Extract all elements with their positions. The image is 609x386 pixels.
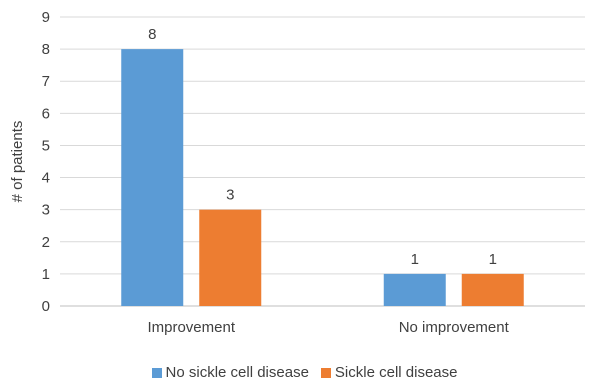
data-labels: 8 3 1 1 [148, 26, 497, 268]
legend-item-no-sickle: No sickle cell disease [151, 364, 309, 381]
y-tick-label: 5 [42, 137, 50, 154]
y-tick-label: 3 [42, 202, 50, 219]
y-tick-label: 6 [42, 105, 50, 122]
data-label: 1 [489, 251, 497, 268]
bar-sickle [461, 273, 524, 306]
y-tick-label: 8 [42, 41, 50, 58]
data-label: 8 [148, 26, 156, 43]
x-axis-ticks: Improvement No improvement [147, 319, 509, 336]
y-tick-label: 2 [42, 234, 50, 251]
x-tick-label: No improvement [399, 319, 510, 336]
bar-sickle [199, 209, 262, 306]
y-axis-ticks: 0 1 2 3 4 5 6 7 8 9 [42, 9, 50, 315]
data-label: 3 [226, 187, 234, 204]
legend-swatch-no-sickle [151, 367, 162, 378]
bar-no-sickle [121, 49, 184, 306]
legend-label-sickle: Sickle cell disease [334, 364, 458, 381]
data-label: 1 [411, 251, 419, 268]
y-tick-label: 7 [42, 73, 50, 90]
y-tick-label: 9 [42, 9, 50, 26]
bar-no-sickle [383, 273, 446, 306]
legend: No sickle cell disease Sickle cell disea… [0, 364, 609, 381]
legend-label-no-sickle: No sickle cell disease [165, 364, 309, 381]
legend-swatch-sickle [320, 367, 331, 378]
y-tick-label: 1 [42, 266, 50, 283]
y-axis-label: # of patients [9, 121, 26, 203]
legend-item-sickle: Sickle cell disease [320, 364, 458, 381]
bars [121, 49, 524, 306]
y-tick-label: 0 [42, 298, 50, 315]
x-tick-label: Improvement [147, 319, 235, 336]
y-tick-label: 4 [42, 170, 50, 187]
